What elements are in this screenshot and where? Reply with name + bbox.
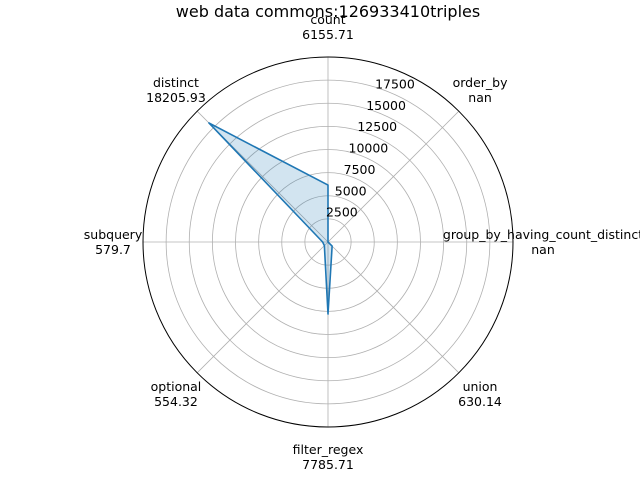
category-name: distinct [153,75,199,90]
category-value: nan [468,90,492,105]
category-value: 554.32 [154,394,198,409]
radial-tick-2500: 2500 [326,205,358,220]
category-name: group_by_having_count_distinct [443,227,640,242]
category-value: nan [531,242,555,257]
category-labels: count6155.71order_bynangroup_by_having_c… [84,12,640,472]
category-name: optional [151,379,202,394]
radial-tick-17500: 17500 [375,76,415,91]
outer-frame [142,56,514,428]
series-group [208,122,333,315]
category-name: filter_regex [293,442,364,457]
radial-tick-5000: 5000 [335,183,367,198]
spoke-union [327,241,460,374]
radial-tick-labels: 2500 5000 7500 10000 12500 15000 17500 [326,76,415,219]
category-name: subquery [84,227,143,242]
category-value: 7785.71 [302,457,354,472]
category-name: union [463,379,498,394]
radial-tick-10000: 10000 [349,141,389,156]
radial-tick-7500: 7500 [344,162,376,177]
category-value: 18205.93 [146,90,206,105]
radial-tick-12500: 12500 [357,119,397,134]
radial-tick-15000: 15000 [366,98,406,113]
spoke-optional [196,241,329,374]
category-name: order_by [453,75,509,90]
category-value: 579.7 [95,242,131,257]
chart-title: web data commons:126933410triples [176,2,480,21]
category-value: 6155.71 [302,27,354,42]
category-name: count [310,12,345,27]
series-area [208,122,333,315]
category-value: 630.14 [458,394,502,409]
spoke-order-by [327,110,460,243]
series-line [208,122,333,315]
